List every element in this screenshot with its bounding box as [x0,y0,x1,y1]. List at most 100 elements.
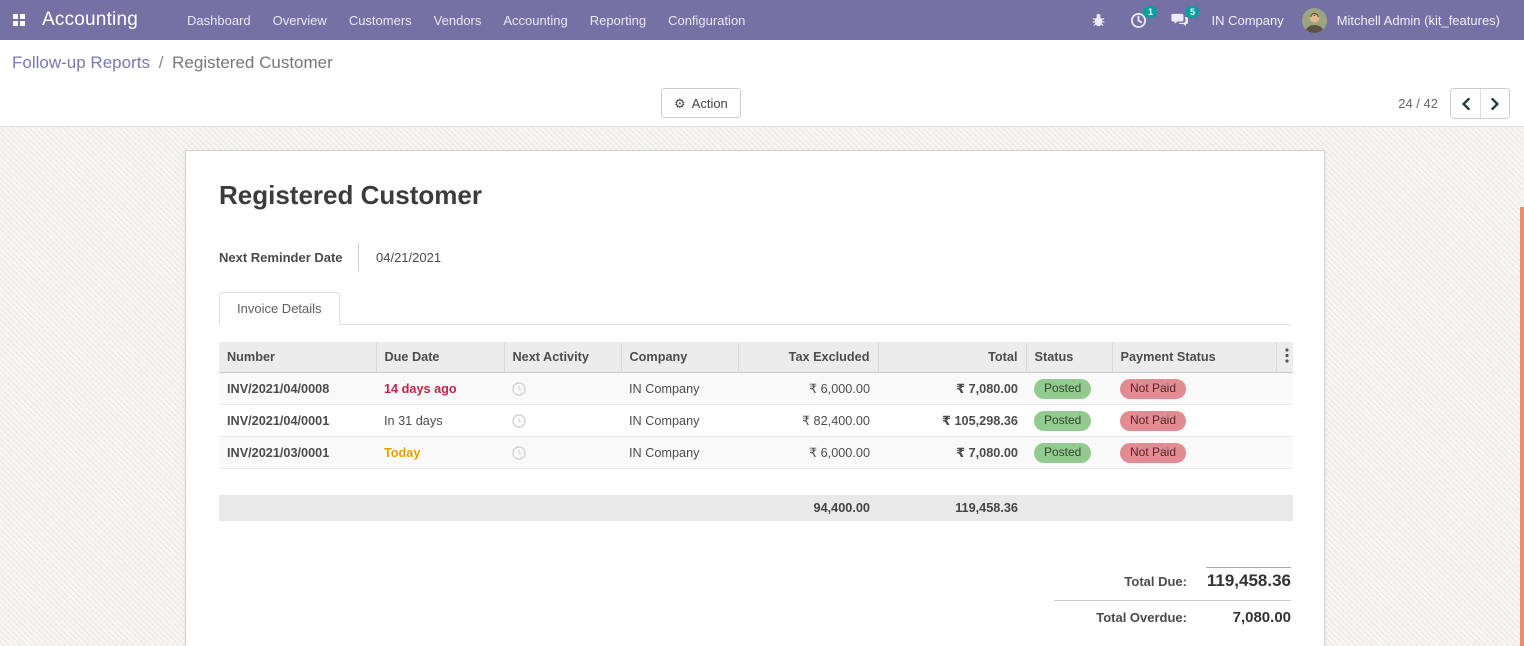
chevron-left-icon [1461,97,1470,110]
tax-excluded-amount: ₹ 82,400.00 [738,404,878,437]
next-reminder-date-value[interactable]: 04/21/2021 [376,249,442,265]
tax-excluded-amount: ₹ 6,000.00 [738,372,878,405]
due-date: Today [384,445,421,460]
status-badge: Posted [1034,442,1092,463]
chat-bubbles-icon [1171,13,1189,27]
invoice-company: IN Company [621,436,738,469]
summary-divider [1054,599,1291,601]
schedule-activity-clock-icon[interactable] [512,446,526,460]
messages-menu-button[interactable]: 5 [1159,0,1201,40]
invoice-number: INV/2021/03/0001 [219,436,376,469]
schedule-activity-clock-icon[interactable] [512,414,526,428]
invoice-number: INV/2021/04/0008 [219,372,376,405]
total-due-label: Total Due: [1124,573,1187,589]
invoice-number: INV/2021/04/0001 [219,404,376,437]
record-pager: 24 / 42 [1398,88,1510,119]
breadcrumb-separator: / [158,53,164,72]
table-header-row: Number Due Date Next Activity Company Ta… [219,342,1293,373]
optional-columns-toggle[interactable] [1276,342,1293,373]
followup-report-sheet: Registered Customer Next Reminder Date 0… [185,150,1325,646]
invoice-list-table: Number Due Date Next Activity Company Ta… [219,342,1293,521]
invoice-row[interactable]: INV/2021/04/0008 14 days ago IN Company … [219,372,1293,405]
right-edge-accent-strip [1520,207,1524,646]
action-button-label: Action [691,95,728,111]
message-count-badge: 5 [1185,6,1200,18]
col-header-company[interactable]: Company [621,342,739,373]
menu-item-configuration[interactable]: Configuration [668,12,746,28]
total-overdue-value: 7,080.00 [1232,608,1291,626]
user-avatar[interactable] [1301,7,1327,33]
menu-item-dashboard[interactable]: Dashboard [187,12,251,28]
col-header-payment-status[interactable]: Payment Status [1112,342,1277,373]
apps-menu-button[interactable] [0,0,38,40]
activities-menu-button[interactable]: 1 [1118,0,1159,40]
page-title: Registered Customer [219,180,482,210]
menu-item-accounting[interactable]: Accounting [503,12,568,28]
menu-item-vendors[interactable]: Vendors [433,12,482,28]
col-header-number[interactable]: Number [219,342,377,373]
followup-summary: Total Due: 119,458.36 Total Overdue: 7,0… [1054,566,1291,626]
menu-item-reporting[interactable]: Reporting [589,12,647,28]
form-view-background: Registered Customer Next Reminder Date 0… [0,127,1524,646]
tax-excluded-amount: ₹ 6,000.00 [738,436,878,469]
pager-next-button[interactable] [1480,89,1509,118]
field-divider [358,243,359,271]
payment-status-badge: Not Paid [1120,442,1187,463]
invoice-row[interactable]: INV/2021/04/0001 In 31 days IN Company ₹… [219,404,1293,437]
action-dropdown-button[interactable]: ⚙ Action [661,88,741,118]
gear-icon: ⚙ [674,95,686,111]
pager-counter: 24 / 42 [1398,96,1438,111]
status-badge: Posted [1034,410,1092,431]
col-header-tax-excluded[interactable]: Tax Excluded [738,342,879,373]
table-totals-row: 94,400.00 119,458.36 [219,494,1293,521]
main-menu: Dashboard Overview Customers Vendors Acc… [176,0,756,40]
due-date: In 31 days [384,413,443,428]
col-header-due-date[interactable]: Due Date [376,342,505,373]
totals-total: 119,458.36 [878,494,1026,521]
total-amount: ₹ 7,080.00 [878,436,1026,469]
total-overdue-row: Total Overdue: 7,080.00 [1054,609,1291,626]
activity-count-badge: 1 [1143,6,1158,18]
due-date: 14 days ago [384,381,457,396]
col-header-total[interactable]: Total [878,342,1027,373]
invoice-company: IN Company [621,404,738,437]
breadcrumb: Follow-up Reports / Registered Customer [0,40,1524,73]
col-header-status[interactable]: Status [1026,342,1113,373]
activity-clock-icon [1131,12,1147,28]
notebook-tabs: Invoice Details [219,292,1291,325]
navbar-right: 1 5 IN Company Mitchell Admin (kit_featu… [1079,0,1524,40]
status-badge: Posted [1034,378,1092,399]
total-due-value: 119,458.36 [1206,566,1291,591]
user-menu[interactable]: Mitchell Admin (kit_features) [1336,12,1500,28]
payment-status-badge: Not Paid [1120,378,1187,399]
schedule-activity-clock-icon[interactable] [512,382,526,396]
breadcrumb-followup-reports[interactable]: Follow-up Reports [12,53,150,72]
pager-buttons [1450,88,1510,119]
total-amount: ₹ 105,298.36 [878,404,1026,437]
invoice-company: IN Company [621,372,738,405]
debug-bug-icon[interactable] [1079,0,1118,40]
app-brand-title[interactable]: Accounting [42,9,139,30]
menu-item-overview[interactable]: Overview [272,12,327,28]
pager-previous-button[interactable] [1451,89,1480,118]
total-overdue-label: Total Overdue: [1096,609,1187,625]
payment-status-badge: Not Paid [1120,410,1187,431]
totals-tax-excluded: 94,400.00 [738,494,878,521]
chevron-right-icon [1491,97,1500,110]
invoice-row[interactable]: INV/2021/03/0001 Today IN Company ₹ 6,00… [219,436,1293,469]
ellipsis-vertical-icon [1284,348,1289,363]
control-buttons-row: ⚙ Action 24 / 42 [0,85,1524,127]
next-reminder-date-label: Next Reminder Date [219,249,343,265]
col-header-next-activity[interactable]: Next Activity [504,342,622,373]
menu-item-customers[interactable]: Customers [348,12,412,28]
company-switcher[interactable]: IN Company [1211,12,1284,28]
top-navbar: Accounting Dashboard Overview Customers … [0,0,1524,40]
apps-grid-icon [13,14,25,26]
next-reminder-date-field: Next Reminder Date 04/21/2021 [219,243,1291,271]
total-due-row: Total Due: 119,458.36 [1054,566,1291,591]
table-spacer-row [219,468,1293,495]
breadcrumb-current-record: Registered Customer [172,53,333,72]
total-amount: ₹ 7,080.00 [878,372,1026,405]
control-panel: Follow-up Reports / Registered Customer … [0,40,1524,127]
tab-invoice-details[interactable]: Invoice Details [219,292,340,325]
